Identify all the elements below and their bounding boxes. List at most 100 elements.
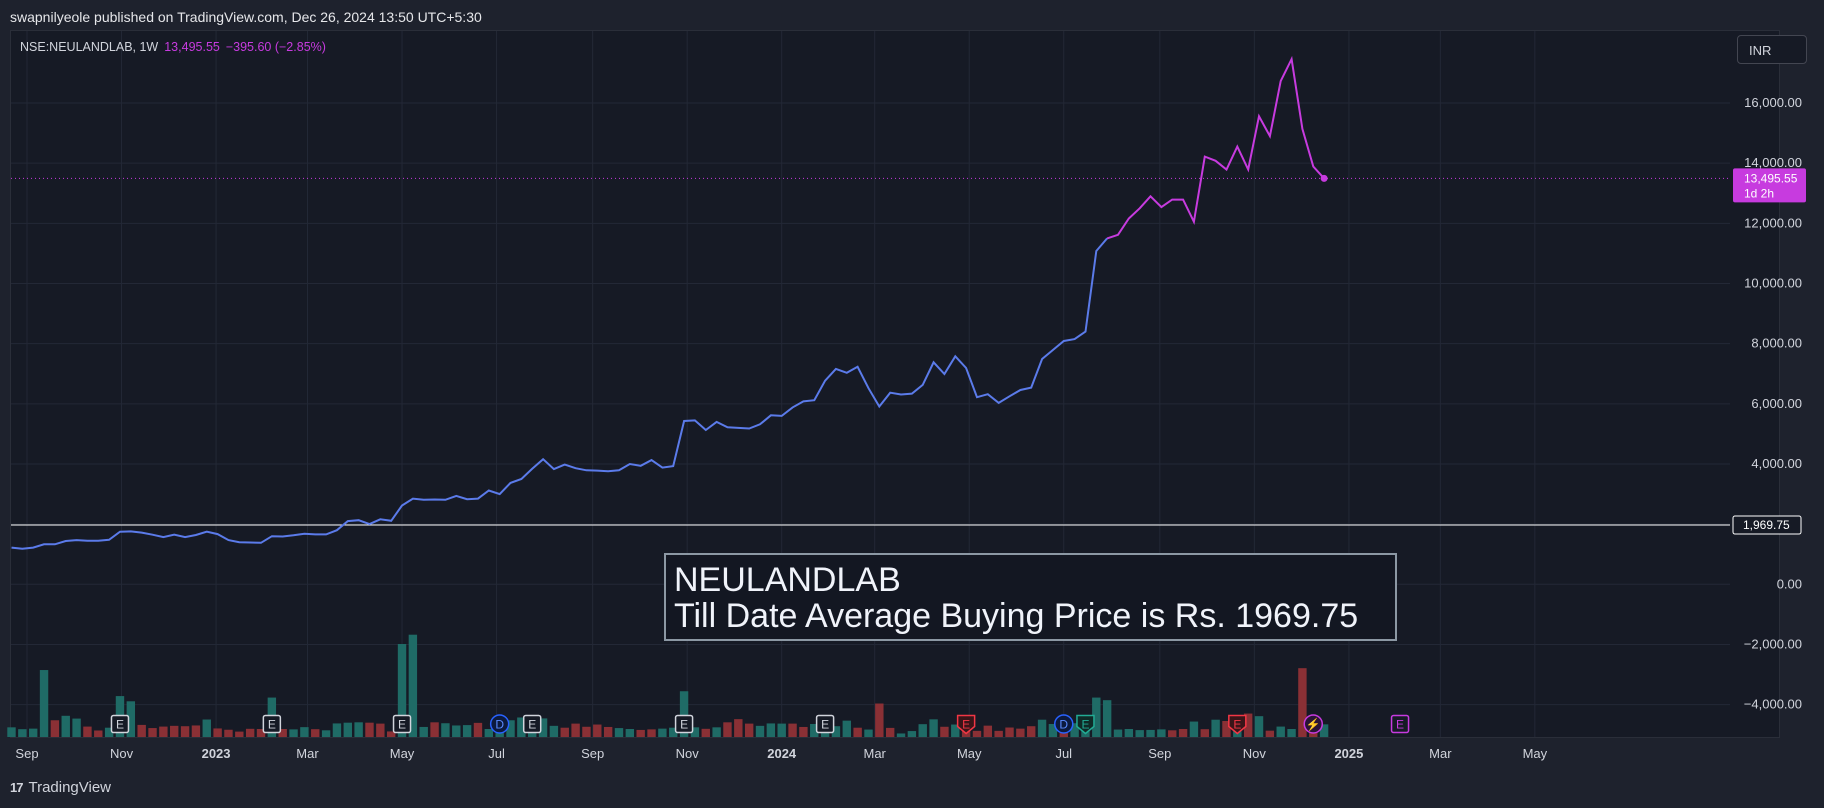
event-marker-e[interactable]: E bbox=[674, 714, 694, 734]
y-tick-label: 14,000.00 bbox=[1744, 155, 1802, 170]
earnings-icon bbox=[1076, 714, 1095, 735]
volume-bar bbox=[321, 730, 331, 737]
x-tick-label: Nov bbox=[110, 746, 134, 761]
event-marker-e[interactable]: E bbox=[815, 714, 835, 734]
volume-bar bbox=[1102, 700, 1112, 737]
volume-bar bbox=[1200, 729, 1209, 737]
last-price-tag bbox=[1733, 168, 1806, 203]
volume-bar bbox=[1211, 719, 1220, 737]
event-marker-e[interactable]: E bbox=[1076, 714, 1095, 735]
volume-bar bbox=[235, 731, 244, 737]
earnings-label: E bbox=[1233, 718, 1241, 732]
earnings-icon bbox=[1390, 714, 1410, 734]
volume-bar bbox=[1146, 729, 1155, 737]
x-tick-label: Sep bbox=[15, 746, 38, 761]
volume-bar bbox=[50, 720, 60, 737]
volume-bar bbox=[137, 724, 146, 737]
volume-bar bbox=[484, 729, 494, 737]
earnings-label: E bbox=[398, 718, 406, 732]
event-marker-d[interactable]: D bbox=[489, 714, 510, 734]
volume-bar bbox=[1265, 730, 1275, 737]
earnings-icon bbox=[674, 714, 694, 734]
earnings-label: E bbox=[680, 718, 688, 732]
volume-bar bbox=[1070, 723, 1079, 737]
earnings-icon bbox=[110, 714, 130, 734]
event-marker-e[interactable]: E bbox=[1390, 714, 1410, 734]
volume-bar bbox=[354, 722, 363, 737]
x-tick-label: May bbox=[957, 746, 982, 761]
volume-bar bbox=[83, 726, 92, 737]
legend-change: −395.60 (−2.85%) bbox=[225, 40, 326, 54]
event-marker-e[interactable]: E bbox=[392, 714, 412, 734]
event-marker-e[interactable]: E bbox=[956, 714, 976, 735]
event-marker-e[interactable]: E bbox=[1228, 714, 1247, 735]
y-tick-label: 10,000.00 bbox=[1744, 276, 1802, 291]
volume-bar bbox=[560, 727, 569, 737]
volume-bar bbox=[1243, 713, 1253, 737]
volume-bar bbox=[170, 725, 179, 737]
event-marker-d[interactable]: D bbox=[1054, 714, 1074, 734]
volume-bar bbox=[1298, 668, 1307, 737]
volume-bar bbox=[39, 670, 49, 737]
volume-bar bbox=[202, 719, 211, 737]
earnings-icon bbox=[956, 714, 976, 735]
annotation-box[interactable]: NEULANDLAB Till Date Average Buying Pric… bbox=[664, 553, 1397, 641]
earnings-label: E bbox=[1396, 718, 1404, 732]
annotation-text: Till Date Average Buying Price is Rs. 19… bbox=[674, 597, 1359, 635]
price-tags: 13,495.55 1d 2h 1,969.75 bbox=[1732, 168, 1806, 535]
legend-symbol: NSE:NEULANDLAB, 1W bbox=[20, 40, 159, 54]
tradingview-brand: TradingView bbox=[28, 779, 112, 796]
volume-bar bbox=[788, 723, 797, 737]
currency-button[interactable]: INR bbox=[1737, 35, 1807, 64]
y-tick-label: 8,000.00 bbox=[1751, 336, 1802, 351]
volume-bar bbox=[929, 719, 938, 737]
volume-bar bbox=[18, 729, 27, 737]
volume-bar bbox=[842, 720, 851, 737]
published-caption: swapnilyeole published on TradingView.co… bbox=[10, 9, 482, 25]
volume-bar bbox=[408, 634, 418, 737]
last-price-tag-countdown: 1d 2h bbox=[1744, 186, 1774, 200]
volume-bar bbox=[289, 729, 298, 737]
event-marker-e[interactable]: E bbox=[522, 714, 542, 734]
last-price-dot bbox=[1320, 174, 1328, 182]
volume-bar bbox=[679, 691, 689, 737]
symbol-legend[interactable]: NSE:NEULANDLAB, 1W 13,495.55 −395.60 (−2.8… bbox=[20, 40, 326, 54]
volume-bar bbox=[1157, 729, 1166, 737]
volume-bar bbox=[278, 729, 287, 737]
volume-bars bbox=[7, 634, 1329, 737]
volume-bar bbox=[159, 726, 168, 737]
earnings-icon bbox=[392, 714, 412, 734]
volume-bar bbox=[245, 728, 255, 737]
tradingview-logo[interactable]: 17 TradingView bbox=[10, 779, 111, 796]
event-marker-e[interactable]: E bbox=[110, 714, 130, 734]
x-tick-label: 2024 bbox=[767, 746, 797, 761]
volume-bar bbox=[647, 729, 656, 737]
x-tick-label: Mar bbox=[863, 746, 886, 761]
x-axis[interactable]: Sep Nov 2023 Mar May Jul Sep Nov 2024 Mar May Jul Se… bbox=[15, 746, 1547, 761]
volume-bar bbox=[1276, 726, 1285, 737]
volume-bar bbox=[1092, 697, 1101, 737]
x-tick-label: Nov bbox=[1243, 746, 1267, 761]
earnings-icon bbox=[1228, 714, 1247, 735]
y-tick-label: 16,000.00 bbox=[1744, 95, 1802, 110]
volume-bar bbox=[1222, 721, 1231, 737]
tradingview-logo-icon: 17 bbox=[10, 780, 24, 795]
earnings-label: E bbox=[268, 718, 276, 732]
volume-bar bbox=[365, 722, 374, 737]
volume-bar bbox=[1027, 726, 1036, 737]
event-marker-split[interactable]: ⚡ bbox=[1303, 714, 1324, 734]
volume-bar bbox=[755, 725, 765, 737]
volume-bar bbox=[473, 722, 483, 737]
y-axis[interactable]: 16,000.00 14,000.00 12,000.00 10,000.00 8,00… bbox=[1744, 95, 1802, 712]
volume-bar bbox=[397, 644, 407, 737]
volume-bar bbox=[603, 726, 613, 737]
dividend-icon bbox=[489, 714, 510, 734]
event-marker-e[interactable]: E bbox=[262, 714, 282, 734]
volume-bar bbox=[810, 723, 819, 737]
volume-bar bbox=[1113, 729, 1123, 737]
grid bbox=[11, 31, 1730, 737]
dividend-label: D bbox=[1059, 718, 1068, 732]
volume-bar bbox=[669, 727, 678, 737]
volume-bar bbox=[104, 727, 114, 737]
